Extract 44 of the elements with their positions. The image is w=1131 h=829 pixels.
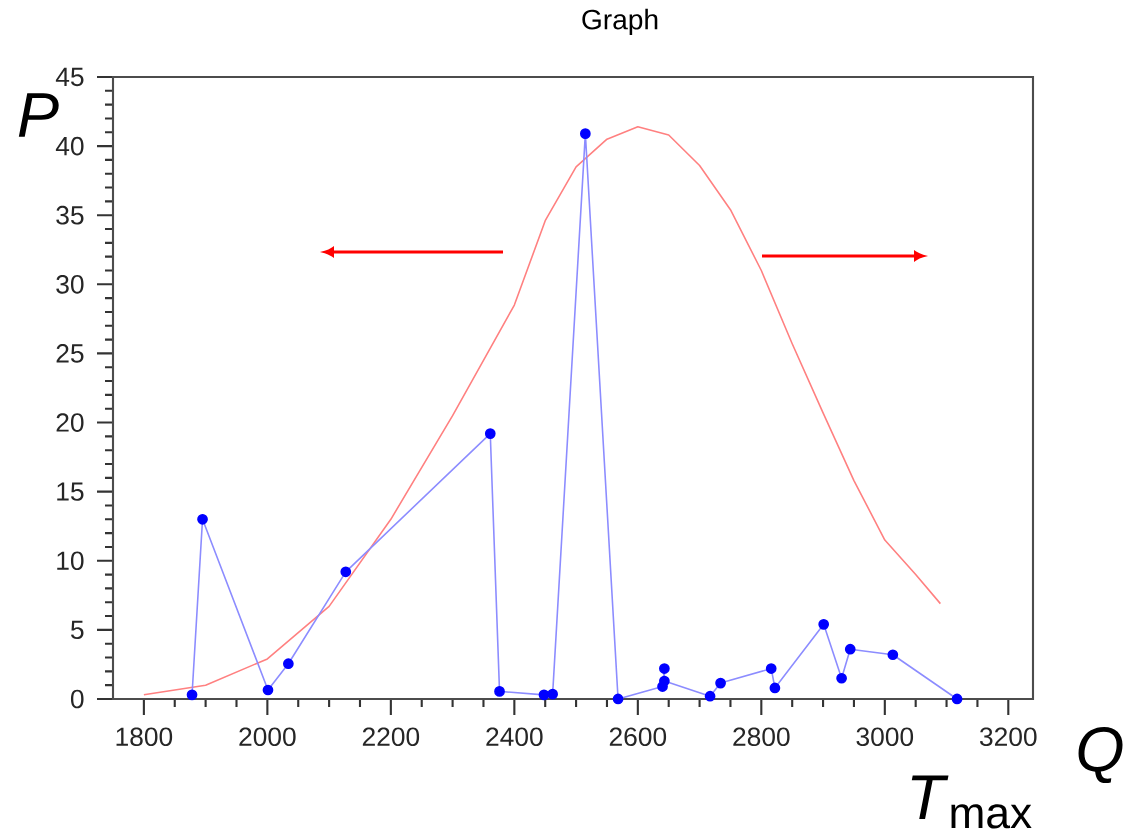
y-tick-label: 45 (55, 67, 84, 87)
point (887, 649, 899, 661)
x-axis-title: Q (1078, 726, 1123, 784)
point (715, 677, 726, 689)
y-tick-label: 30 (56, 274, 84, 294)
x-tick-label: 3000 (856, 727, 914, 747)
y-tick-label: 20 (56, 413, 84, 432)
x-tick-label: 2400 (486, 727, 543, 747)
point (844, 643, 856, 655)
y-tick-label: 10 (57, 551, 84, 571)
x-tick-label: 3200 (979, 727, 1037, 747)
x-tick-label: 1800 (116, 727, 173, 747)
point (818, 618, 830, 630)
y-axis-title: P (18, 93, 59, 137)
y-tick-label: 25 (56, 344, 84, 363)
point (283, 658, 294, 670)
point (659, 663, 670, 674)
point (704, 690, 716, 702)
point (547, 688, 558, 700)
point (262, 684, 274, 696)
y-tick-label: 40 (55, 136, 84, 156)
x-tick-label: 2000 (239, 727, 296, 747)
y-tick-label: 0 (70, 689, 84, 709)
y-tick-label: 35 (56, 205, 84, 225)
point (186, 689, 198, 701)
point (484, 428, 496, 439)
point (612, 693, 624, 705)
x-tick-label: 2600 (609, 727, 667, 747)
point (494, 686, 505, 697)
point (951, 693, 963, 705)
point (765, 663, 777, 674)
point (197, 513, 208, 525)
point (659, 675, 670, 687)
point (836, 672, 847, 684)
y-tick-label: 5 (70, 620, 84, 640)
y-tick-label: 15 (57, 482, 84, 501)
point (340, 566, 352, 578)
text: T$_{max}$ (911, 775, 1032, 829)
x-tick-label: 2800 (733, 727, 790, 747)
point (580, 128, 591, 140)
point (538, 689, 550, 701)
x-tick-label: 2200 (362, 727, 420, 747)
point (769, 682, 781, 694)
chart-title: Graph (582, 8, 658, 36)
